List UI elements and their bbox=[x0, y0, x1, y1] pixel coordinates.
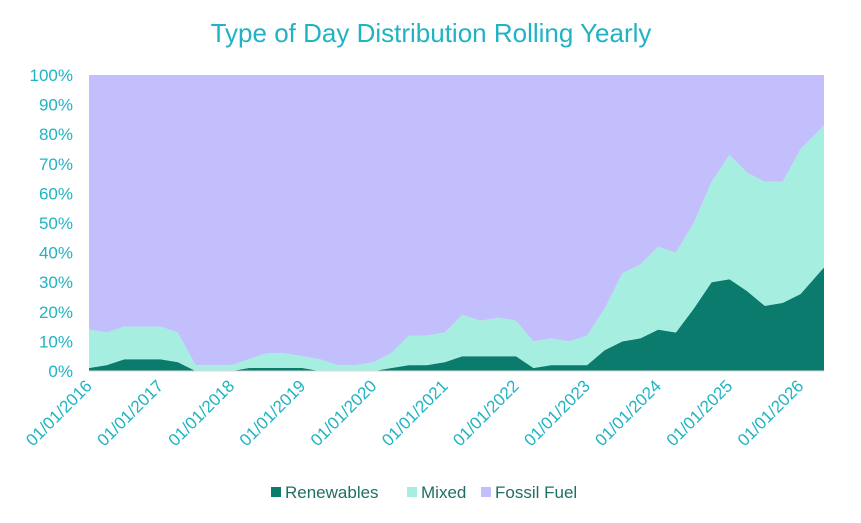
x-tick-label: 01/01/2024 bbox=[591, 376, 665, 450]
legend-label: Renewables bbox=[285, 483, 379, 502]
legend-swatch bbox=[407, 487, 417, 497]
y-tick-label: 100% bbox=[30, 66, 73, 85]
x-tick-label: 01/01/2026 bbox=[734, 376, 808, 450]
y-tick-label: 60% bbox=[39, 184, 73, 203]
legend-label: Mixed bbox=[421, 483, 466, 502]
y-axis-ticks: 0% 10% 20% 30% 40% 50% 60% 70% 80% 90% 100% bbox=[30, 66, 73, 381]
legend-swatch bbox=[271, 487, 281, 497]
y-tick-label: 20% bbox=[39, 303, 73, 322]
y-tick-label: 70% bbox=[39, 155, 73, 174]
legend: Renewables Mixed Fossil Fuel bbox=[271, 483, 577, 502]
x-tick-label: 01/01/2019 bbox=[236, 376, 310, 450]
x-tick-label: 01/01/2016 bbox=[22, 376, 96, 450]
x-tick-label: 01/01/2018 bbox=[165, 376, 239, 450]
plot-areas bbox=[89, 75, 824, 371]
y-tick-label: 40% bbox=[39, 244, 73, 263]
x-tick-label: 01/01/2023 bbox=[520, 376, 594, 450]
x-tick-label: 01/01/2017 bbox=[94, 376, 168, 450]
x-tick-label: 01/01/2022 bbox=[449, 376, 523, 450]
y-tick-label: 0% bbox=[48, 362, 73, 381]
y-tick-label: 90% bbox=[39, 96, 73, 115]
area-renewables bbox=[89, 267, 824, 371]
y-tick-label: 50% bbox=[39, 214, 73, 233]
y-tick-label: 30% bbox=[39, 273, 73, 292]
x-tick-label: 01/01/2021 bbox=[378, 376, 452, 450]
x-tick-label: 01/01/2025 bbox=[663, 376, 737, 450]
legend-label: Fossil Fuel bbox=[495, 483, 577, 502]
area-fossil-fuel bbox=[89, 75, 824, 366]
chart-title: Type of Day Distribution Rolling Yearly bbox=[211, 18, 652, 48]
x-tick-label: 01/01/2020 bbox=[307, 376, 381, 450]
y-tick-label: 10% bbox=[39, 332, 73, 351]
legend-swatch bbox=[481, 487, 491, 497]
y-tick-label: 80% bbox=[39, 125, 73, 144]
area-mixed bbox=[89, 125, 824, 371]
x-axis-ticks: 01/01/201601/01/201701/01/201801/01/2019… bbox=[22, 376, 807, 450]
